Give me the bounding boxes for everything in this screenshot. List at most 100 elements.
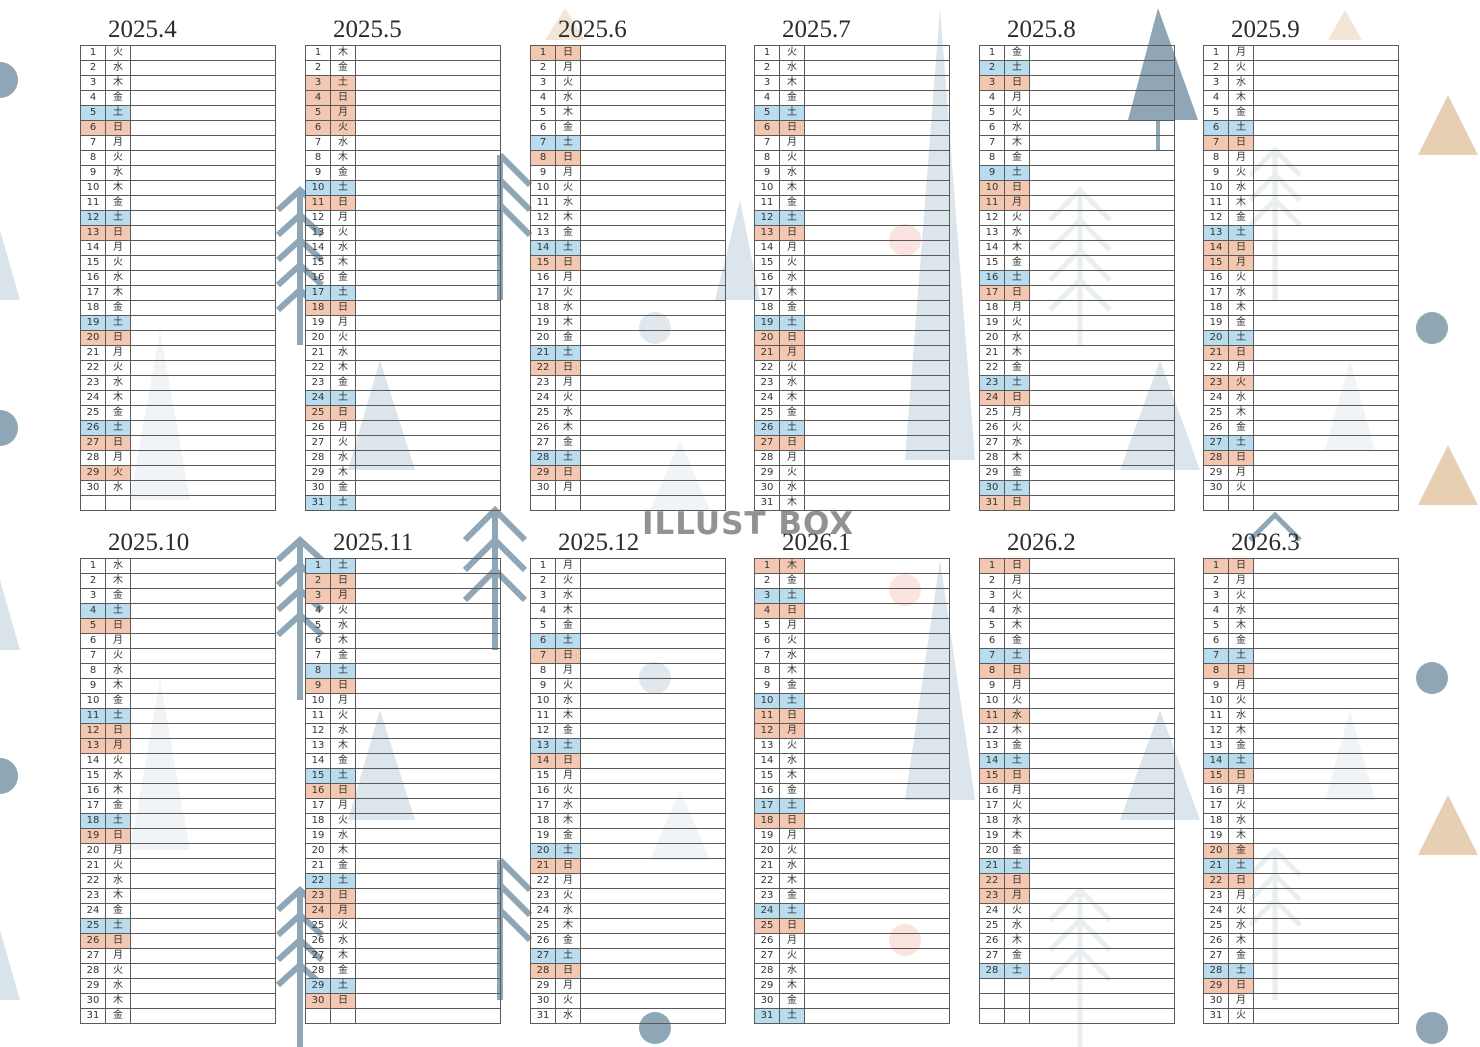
note-cell[interactable] xyxy=(1253,480,1399,496)
note-cell[interactable] xyxy=(804,405,950,421)
note-cell[interactable] xyxy=(1029,963,1175,979)
note-cell[interactable] xyxy=(1029,753,1175,769)
note-cell[interactable] xyxy=(130,588,276,604)
note-cell[interactable] xyxy=(804,45,950,61)
note-cell[interactable] xyxy=(130,225,276,241)
note-cell[interactable] xyxy=(1253,285,1399,301)
note-cell[interactable] xyxy=(1029,933,1175,949)
note-cell[interactable] xyxy=(580,918,726,934)
note-cell[interactable] xyxy=(1253,618,1399,634)
note-cell[interactable] xyxy=(130,105,276,121)
note-cell[interactable] xyxy=(804,225,950,241)
note-cell[interactable] xyxy=(1253,903,1399,919)
note-cell[interactable] xyxy=(804,180,950,196)
note-cell[interactable] xyxy=(580,435,726,451)
note-cell[interactable] xyxy=(1253,843,1399,859)
note-cell[interactable] xyxy=(355,90,501,106)
note-cell[interactable] xyxy=(355,618,501,634)
note-cell[interactable] xyxy=(130,948,276,964)
note-cell[interactable] xyxy=(130,405,276,421)
note-cell[interactable] xyxy=(1029,495,1175,511)
note-cell[interactable] xyxy=(1029,225,1175,241)
note-cell[interactable] xyxy=(130,738,276,754)
note-cell[interactable] xyxy=(1029,315,1175,331)
note-cell[interactable] xyxy=(1029,618,1175,634)
note-cell[interactable] xyxy=(1253,210,1399,226)
note-cell[interactable] xyxy=(1029,135,1175,151)
note-cell[interactable] xyxy=(355,558,501,574)
note-cell[interactable] xyxy=(580,723,726,739)
note-cell[interactable] xyxy=(355,285,501,301)
note-cell[interactable] xyxy=(1253,375,1399,391)
note-cell[interactable] xyxy=(1253,753,1399,769)
note-cell[interactable] xyxy=(580,858,726,874)
note-cell[interactable] xyxy=(1253,708,1399,724)
note-cell[interactable] xyxy=(355,165,501,181)
note-cell[interactable] xyxy=(130,723,276,739)
note-cell[interactable] xyxy=(1253,450,1399,466)
note-cell[interactable] xyxy=(130,978,276,994)
note-cell[interactable] xyxy=(130,240,276,256)
note-cell[interactable] xyxy=(1029,678,1175,694)
note-cell[interactable] xyxy=(355,420,501,436)
note-cell[interactable] xyxy=(1253,270,1399,286)
note-cell[interactable] xyxy=(1253,963,1399,979)
note-cell[interactable] xyxy=(804,420,950,436)
note-cell[interactable] xyxy=(1029,648,1175,664)
note-cell[interactable] xyxy=(130,843,276,859)
note-cell[interactable] xyxy=(355,345,501,361)
note-cell[interactable] xyxy=(1029,300,1175,316)
note-cell[interactable] xyxy=(1253,90,1399,106)
note-cell[interactable] xyxy=(1029,195,1175,211)
note-cell[interactable] xyxy=(804,918,950,934)
note-cell[interactable] xyxy=(355,663,501,679)
note-cell[interactable] xyxy=(1029,105,1175,121)
note-cell[interactable] xyxy=(130,495,276,511)
note-cell[interactable] xyxy=(355,465,501,481)
note-cell[interactable] xyxy=(1029,60,1175,76)
note-cell[interactable] xyxy=(355,798,501,814)
note-cell[interactable] xyxy=(1029,633,1175,649)
note-cell[interactable] xyxy=(1029,603,1175,619)
note-cell[interactable] xyxy=(355,480,501,496)
note-cell[interactable] xyxy=(804,843,950,859)
note-cell[interactable] xyxy=(355,828,501,844)
note-cell[interactable] xyxy=(1253,315,1399,331)
note-cell[interactable] xyxy=(804,195,950,211)
note-cell[interactable] xyxy=(355,180,501,196)
note-cell[interactable] xyxy=(804,480,950,496)
note-cell[interactable] xyxy=(355,588,501,604)
note-cell[interactable] xyxy=(804,105,950,121)
note-cell[interactable] xyxy=(580,45,726,61)
note-cell[interactable] xyxy=(130,210,276,226)
note-cell[interactable] xyxy=(130,783,276,799)
note-cell[interactable] xyxy=(130,270,276,286)
note-cell[interactable] xyxy=(355,873,501,889)
note-cell[interactable] xyxy=(804,873,950,889)
note-cell[interactable] xyxy=(804,300,950,316)
note-cell[interactable] xyxy=(355,888,501,904)
note-cell[interactable] xyxy=(1029,345,1175,361)
note-cell[interactable] xyxy=(804,285,950,301)
note-cell[interactable] xyxy=(804,315,950,331)
note-cell[interactable] xyxy=(355,738,501,754)
note-cell[interactable] xyxy=(580,480,726,496)
note-cell[interactable] xyxy=(1029,255,1175,271)
note-cell[interactable] xyxy=(1253,195,1399,211)
note-cell[interactable] xyxy=(804,573,950,589)
note-cell[interactable] xyxy=(130,573,276,589)
note-cell[interactable] xyxy=(804,783,950,799)
note-cell[interactable] xyxy=(804,678,950,694)
note-cell[interactable] xyxy=(580,180,726,196)
note-cell[interactable] xyxy=(130,918,276,934)
note-cell[interactable] xyxy=(1029,738,1175,754)
note-cell[interactable] xyxy=(130,963,276,979)
note-cell[interactable] xyxy=(355,858,501,874)
note-cell[interactable] xyxy=(1253,558,1399,574)
note-cell[interactable] xyxy=(804,465,950,481)
note-cell[interactable] xyxy=(130,828,276,844)
note-cell[interactable] xyxy=(804,60,950,76)
note-cell[interactable] xyxy=(1029,843,1175,859)
note-cell[interactable] xyxy=(355,300,501,316)
note-cell[interactable] xyxy=(1029,240,1175,256)
